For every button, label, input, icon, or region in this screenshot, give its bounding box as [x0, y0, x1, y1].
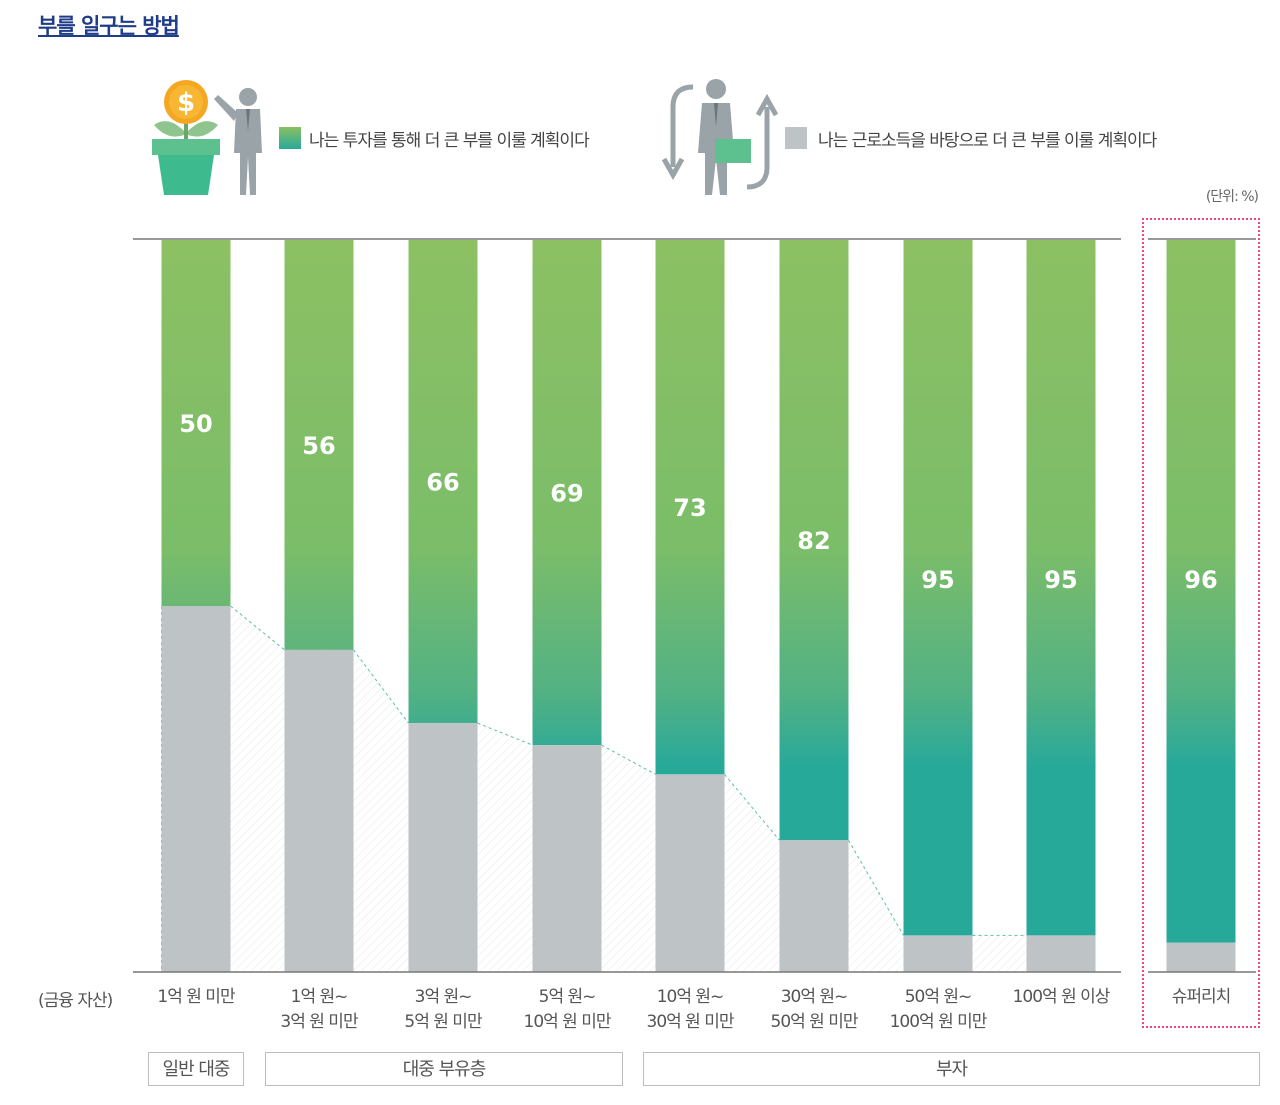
connector-line — [848, 839, 904, 936]
legend-labor-label: 나는 근로소득을 바탕으로 더 큰 부를 이룰 계획이다 — [818, 131, 1157, 151]
value-label: 95 — [1044, 566, 1077, 594]
bar-labor — [161, 606, 231, 972]
category-label: 3억 원~ 5억 원 미만 — [378, 985, 508, 1035]
bar-labor — [284, 649, 354, 972]
value-label: 56 — [302, 432, 335, 460]
category-label: 1억 원 미만 — [131, 985, 261, 1010]
group-rich: 부자 — [643, 1052, 1260, 1086]
unit-label: (단위: %) — [1205, 189, 1259, 205]
value-label: 96 — [1184, 566, 1217, 594]
value-label: 69 — [550, 480, 583, 508]
value-label: 82 — [797, 527, 830, 555]
bar-investment — [408, 240, 478, 724]
page-title: 부를 일구는 방법 — [38, 14, 180, 38]
bar-investment — [779, 240, 849, 841]
category-label-line1: 3억 원~ — [414, 987, 473, 1007]
bar-labor — [903, 935, 973, 972]
category-label-line2: 100억 원 미만 — [889, 1012, 988, 1032]
category-label: 슈퍼리치 — [1136, 985, 1266, 1010]
legend-investment-label: 나는 투자를 통해 더 큰 부를 이룰 계획이다 — [309, 131, 590, 151]
connector-line — [601, 744, 656, 775]
category-label-line1: 10억 원~ — [656, 987, 725, 1007]
value-label: 95 — [921, 566, 954, 594]
category-label-line2: 30억 원 미만 — [646, 1012, 735, 1032]
value-label: 73 — [673, 494, 706, 522]
category-label-line1: 1억 원 미만 — [157, 987, 235, 1007]
legend-labor-swatch — [785, 127, 807, 149]
category-label: 5억 원~ 10억 원 미만 — [502, 985, 632, 1035]
value-label: 50 — [179, 410, 212, 438]
plant-money-icon: $ — [152, 80, 262, 195]
category-label-line1: 50억 원~ — [904, 987, 973, 1007]
bar-labor — [779, 840, 849, 972]
svg-text:$: $ — [177, 88, 195, 118]
bar-investment — [1166, 240, 1236, 943]
category-label: 100억 원 이상 — [996, 985, 1126, 1010]
category-label-line2: 3억 원 미만 — [280, 1012, 358, 1032]
category-label: 10억 원~ 30억 원 미만 — [625, 985, 755, 1035]
bar-investment — [532, 240, 602, 746]
bar-investment — [655, 240, 725, 775]
bar-labor — [655, 774, 725, 972]
category-label: 1억 원~ 3억 원 미만 — [254, 985, 384, 1035]
axis-caption: (금융 자산) — [38, 991, 113, 1011]
connector-line — [477, 722, 533, 746]
bar-labor — [1026, 935, 1096, 972]
bar-labor — [532, 745, 602, 972]
bar-investment — [161, 240, 231, 606]
bar-labor — [408, 723, 478, 972]
connector-line — [724, 774, 780, 841]
category-label-line2: 10억 원 미만 — [523, 1012, 612, 1032]
super-rich-highlight-frame — [1142, 218, 1260, 1028]
category-label-line1: 1억 원~ — [290, 987, 349, 1007]
category-label-line1: 30억 원~ — [780, 987, 849, 1007]
bar-labor — [1166, 942, 1236, 972]
worker-briefcase-icon — [661, 79, 779, 195]
category-label-line2: 5억 원 미만 — [404, 1012, 482, 1032]
bar-investment — [903, 240, 973, 936]
category-label: 50억 원~ 100억 원 미만 — [873, 985, 1003, 1035]
bar-investment — [284, 240, 354, 650]
category-label: 30억 원~ 50억 원 미만 — [749, 985, 879, 1035]
bar-investment — [1026, 240, 1096, 936]
category-label-line2: 50억 원 미만 — [770, 1012, 859, 1032]
value-label: 66 — [426, 469, 459, 497]
category-label-line1: 5억 원~ — [538, 987, 597, 1007]
group-general-public: 일반 대중 — [148, 1052, 244, 1086]
category-label-line1: 슈퍼리치 — [1171, 987, 1232, 1007]
legend-investment-swatch — [279, 127, 301, 149]
category-label-line1: 100억 원 이상 — [1012, 987, 1111, 1007]
hatch-area — [161, 606, 1096, 972]
group-mass-affluent: 대중 부유층 — [265, 1052, 623, 1086]
